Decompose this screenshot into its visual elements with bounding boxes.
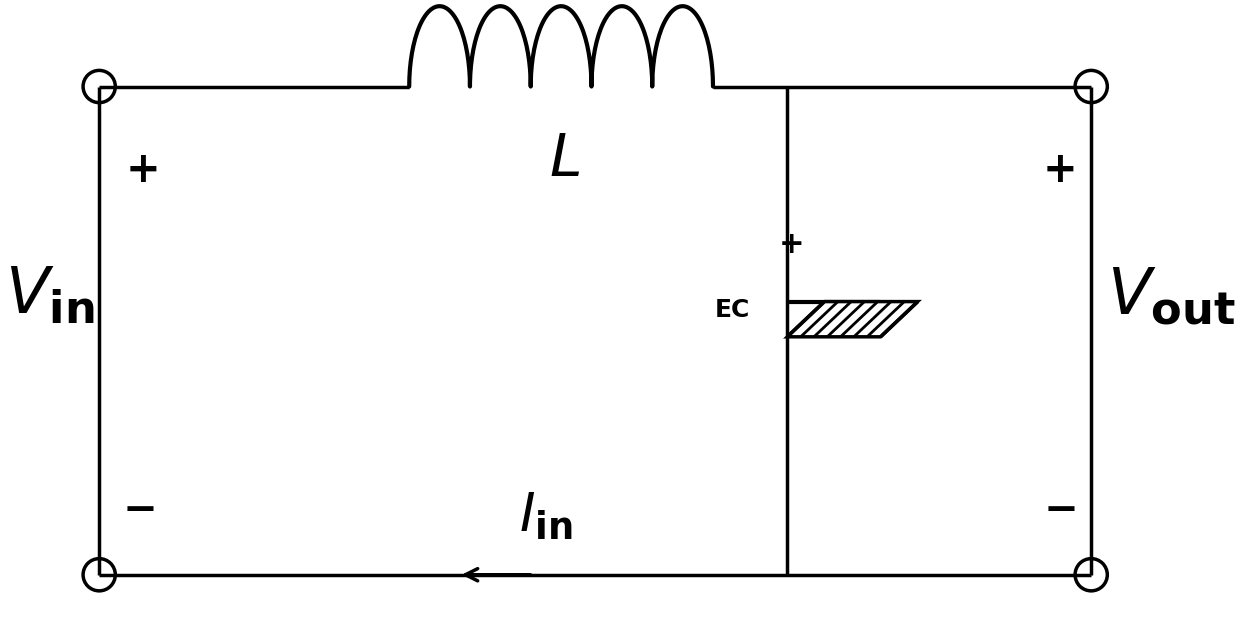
Text: −: − — [123, 489, 157, 531]
Text: $\mathbf{\mathit{V}_{in}}$: $\mathbf{\mathit{V}_{in}}$ — [5, 266, 94, 328]
Text: EC: EC — [714, 298, 750, 322]
Text: −: − — [1044, 489, 1079, 531]
Text: +: + — [1043, 149, 1078, 191]
Text: +: + — [779, 230, 804, 258]
Text: +: + — [125, 149, 160, 191]
Text: $\mathbf{\mathit{L}}$: $\mathbf{\mathit{L}}$ — [548, 132, 580, 189]
Polygon shape — [787, 302, 918, 337]
Text: $\mathbf{\mathit{I}_{in}}$: $\mathbf{\mathit{I}_{in}}$ — [518, 490, 573, 542]
Text: $\mathbf{\mathit{V}_{out}}$: $\mathbf{\mathit{V}_{out}}$ — [1107, 266, 1236, 328]
